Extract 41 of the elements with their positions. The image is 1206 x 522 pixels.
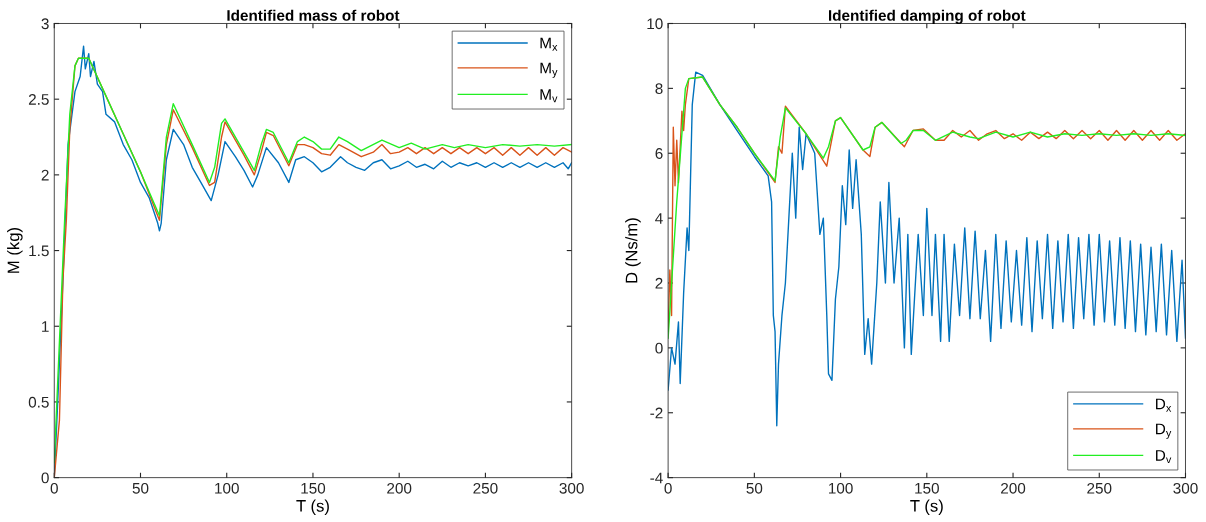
y-tick-label: 2 (41, 169, 49, 181)
x-tick-label: 300 (559, 482, 584, 494)
y-tick-label: 0 (655, 342, 663, 354)
x-axis-title: T (s) (296, 499, 329, 516)
y-tick-label: 0.5 (28, 396, 49, 408)
x-tick-label: 150 (915, 482, 939, 494)
x-tick-label: 50 (746, 482, 763, 494)
legend-label: D$_{y}$ (1156, 423, 1172, 439)
legend-label: D$_{v}$ (1156, 450, 1172, 464)
chart-title: Identified mass of robot (227, 9, 400, 21)
x-tick-label: 150 (301, 482, 326, 494)
y-tick-label: 0 (41, 472, 49, 484)
x-tick-label: 0 (50, 482, 58, 494)
x-tick-label: 50 (132, 482, 149, 494)
y-tick-label: 1.5 (29, 245, 49, 257)
y-axis-title: M (kg) (7, 227, 23, 273)
y-tick-label: 4 (655, 213, 663, 224)
y-tick-label: 8 (655, 83, 663, 95)
x-tick-label: 200 (1001, 482, 1026, 494)
x-tick-label: 200 (387, 482, 412, 494)
y-tick-label: 3 (41, 18, 49, 30)
legend-label: D$_{x}$ (1156, 398, 1172, 412)
x-tick-label: 250 (473, 482, 498, 494)
y-tick-label: 2.5 (28, 94, 49, 105)
x-axis-title: T (s) (910, 499, 943, 516)
legend-label: M$_{x}$ (540, 37, 558, 51)
y-tick-label: 6 (655, 148, 663, 159)
y-tick-label: -2 (650, 407, 663, 419)
y-tick-label: 2 (655, 277, 663, 289)
x-tick-label: 0 (664, 482, 672, 494)
legend-label: M$_{v}$ (540, 89, 558, 103)
y-tick-label: 1 (42, 321, 49, 332)
x-tick-label: 250 (1087, 482, 1112, 494)
x-tick-label: 100 (215, 482, 239, 494)
x-tick-label: 100 (829, 482, 853, 494)
x-tick-label: 300 (1173, 482, 1198, 494)
y-tick-label: 10 (647, 18, 663, 30)
chart-title: Identified damping of robot (828, 9, 1026, 24)
legend-label: M$_{y}$ (540, 62, 558, 78)
y-axis-title: D (Ns/m) (625, 218, 641, 283)
y-tick-label: -4 (650, 472, 663, 484)
